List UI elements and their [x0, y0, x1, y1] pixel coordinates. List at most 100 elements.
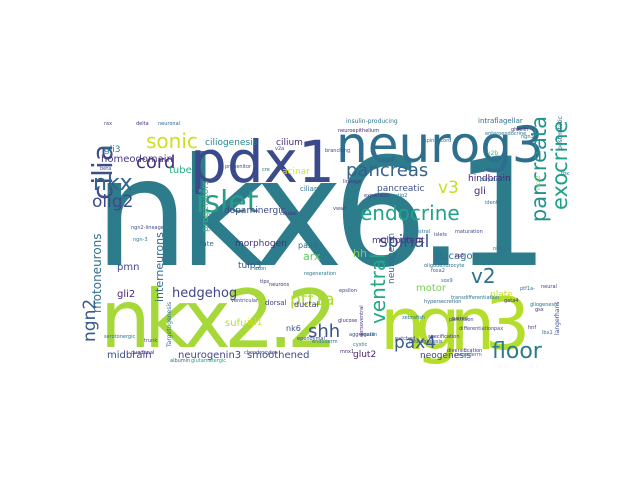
cloud-word: ngn3 — [380, 282, 530, 366]
cloud-word: nkx2 — [535, 175, 542, 190]
cloud-word: v2 — [471, 264, 496, 288]
cloud-word: motoneurons — [90, 233, 104, 313]
cloud-word: ventral — [366, 253, 390, 324]
cloud-word: ciliogenesis — [205, 138, 258, 148]
cloud-word: progenitors — [201, 180, 211, 232]
cloud-word: ngn2-lineage — [131, 225, 164, 231]
cloud-word: chondrocytes — [244, 350, 278, 356]
cloud-word: axon — [254, 266, 266, 272]
cloud-word: spinal — [379, 232, 429, 252]
cloud-word: dorsal — [265, 299, 287, 307]
cloud-word: ductal — [294, 300, 319, 309]
cloud-word: ngn3+ — [521, 134, 538, 140]
cloud-word: aggregate — [349, 332, 375, 338]
cloud-word: cord — [136, 152, 175, 173]
cloud-word: islets — [434, 232, 447, 238]
cloud-word: shh — [308, 321, 340, 342]
cloud-word: polyductin — [480, 177, 506, 183]
cloud-word: sufu — [225, 318, 246, 329]
cloud-word: neurons — [269, 282, 290, 288]
cloud-word: neuroepithelium — [338, 128, 379, 134]
cloud-word: mnx1 — [340, 349, 354, 355]
cloud-word: ptf1a- — [520, 286, 535, 292]
cloud-word: glut2 — [353, 350, 376, 360]
cloud-word: sonic — [146, 129, 198, 153]
cloud-word: neurog3 — [336, 116, 544, 174]
cloud-word: glucagon — [433, 251, 479, 262]
cloud-word: hindbrain — [468, 174, 511, 184]
cloud-word: vwa8 — [333, 206, 346, 212]
cloud-word: ngn2 — [80, 299, 100, 342]
cloud-word: v2b — [487, 150, 498, 157]
cloud-word: neuronal — [158, 121, 180, 127]
cloud-word: foxa2 — [431, 268, 445, 274]
cloud-word: gata4 — [504, 298, 518, 304]
cloud-word: hypersecretion — [424, 299, 461, 305]
cloud-word: Targetogenesis — [166, 302, 173, 348]
cloud-word: islet — [196, 185, 259, 220]
cloud-word: langerhans — [554, 302, 561, 335]
cloud-word: cilia — [86, 144, 119, 200]
cloud-word: regeneration — [304, 271, 336, 277]
cloud-word: midbrain — [107, 350, 152, 361]
cloud-word: nkx6.1 — [94, 127, 549, 301]
cloud-word: fate — [200, 240, 214, 248]
cloud-word: maturation — [455, 229, 483, 235]
cloud-word: ptf1a — [290, 290, 335, 310]
cloud-word: branching — [325, 148, 350, 154]
cloud-word: paired — [452, 316, 468, 322]
cloud-word: multipotent — [372, 236, 425, 246]
cloud-word: pax6 — [298, 241, 318, 250]
cloud-word: floor — [492, 339, 543, 364]
cloud-word: glutamatergic — [191, 358, 226, 364]
cloud-word: parkinson — [449, 317, 474, 323]
cloud-word: tulp3 — [238, 261, 261, 271]
cloud-word: ngn-3 — [133, 237, 148, 243]
cloud-word: smoothened — [247, 350, 309, 361]
cloud-word: nkx6.2 — [493, 246, 510, 252]
cloud-word: arx — [303, 250, 321, 263]
cloud-word: progenitor — [225, 164, 252, 170]
cloud-word: differentiation — [459, 326, 494, 332]
cloud-word: mesoderm — [455, 352, 482, 358]
cloud-word: serotonergic — [104, 334, 135, 340]
cloud-word: pancreata — [527, 116, 551, 222]
cloud-word: sp3 — [455, 253, 464, 259]
cloud-word: lbx1 — [542, 330, 553, 336]
cloud-word: delta — [136, 121, 149, 127]
cloud-word: mafa — [484, 260, 497, 266]
cloud-word: exocrine — [548, 121, 572, 210]
cloud-word: nkx2.2 — [100, 273, 338, 366]
cloud-word: sox9 — [441, 278, 453, 284]
cloud-word: rax — [104, 121, 112, 127]
cloud-word: nk6 — [286, 324, 301, 333]
cloud-word: insulin-producing — [346, 118, 398, 125]
cloud-word: tube — [169, 165, 192, 176]
cloud-word: transdifferentiation — [451, 295, 499, 301]
cloud-word: duodenal — [131, 350, 154, 356]
cloud-word: neogenesis — [420, 351, 471, 361]
cloud-word: cilium — [276, 138, 303, 148]
cloud-word: ventricular — [231, 298, 259, 304]
cloud-word: neurogenin3 — [178, 350, 241, 361]
cloud-word: ciliary — [300, 185, 321, 193]
cloud-word: endoderm — [312, 339, 338, 345]
cloud-word: beta — [100, 166, 111, 172]
cloud-word: pax — [494, 326, 503, 332]
cloud-word: postmitotic — [557, 116, 564, 150]
cloud-word: albumin — [170, 358, 190, 364]
cloud-word: identity — [485, 200, 504, 206]
cloud-word: plate — [490, 290, 513, 300]
cloud-word: oligodendrocyte — [424, 263, 464, 269]
cloud-word: ependymal — [297, 336, 325, 342]
cloud-word: hedgehog — [172, 286, 237, 301]
cloud-word: diversification — [447, 348, 482, 354]
cloud-word: neural — [541, 284, 557, 290]
cloud-word: nkx — [93, 171, 133, 196]
cloud-word: morphogen — [235, 239, 287, 249]
cloud-word: neurogenesis — [409, 339, 443, 345]
cloud-word: spinal cord — [424, 138, 451, 144]
cloud-word: gli2 — [117, 289, 135, 300]
cloud-word: homeodomain — [101, 154, 173, 165]
